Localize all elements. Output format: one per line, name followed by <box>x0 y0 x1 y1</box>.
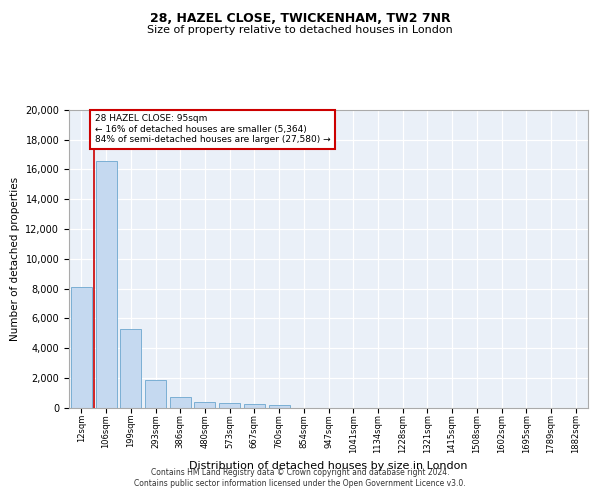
Text: 28 HAZEL CLOSE: 95sqm
← 16% of detached houses are smaller (5,364)
84% of semi-d: 28 HAZEL CLOSE: 95sqm ← 16% of detached … <box>95 114 331 144</box>
Text: 28, HAZEL CLOSE, TWICKENHAM, TW2 7NR: 28, HAZEL CLOSE, TWICKENHAM, TW2 7NR <box>149 12 451 26</box>
Bar <box>170 397 191 407</box>
X-axis label: Distribution of detached houses by size in London: Distribution of detached houses by size … <box>189 461 468 471</box>
Text: Contains HM Land Registry data © Crown copyright and database right 2024.
Contai: Contains HM Land Registry data © Crown c… <box>134 468 466 487</box>
Bar <box>219 404 240 407</box>
Y-axis label: Number of detached properties: Number of detached properties <box>10 176 20 341</box>
Bar <box>244 404 265 407</box>
Bar <box>95 160 116 408</box>
Bar <box>269 405 290 407</box>
Bar <box>120 328 141 407</box>
Bar <box>71 287 92 408</box>
Text: Size of property relative to detached houses in London: Size of property relative to detached ho… <box>147 25 453 35</box>
Bar <box>194 402 215 407</box>
Bar <box>145 380 166 407</box>
